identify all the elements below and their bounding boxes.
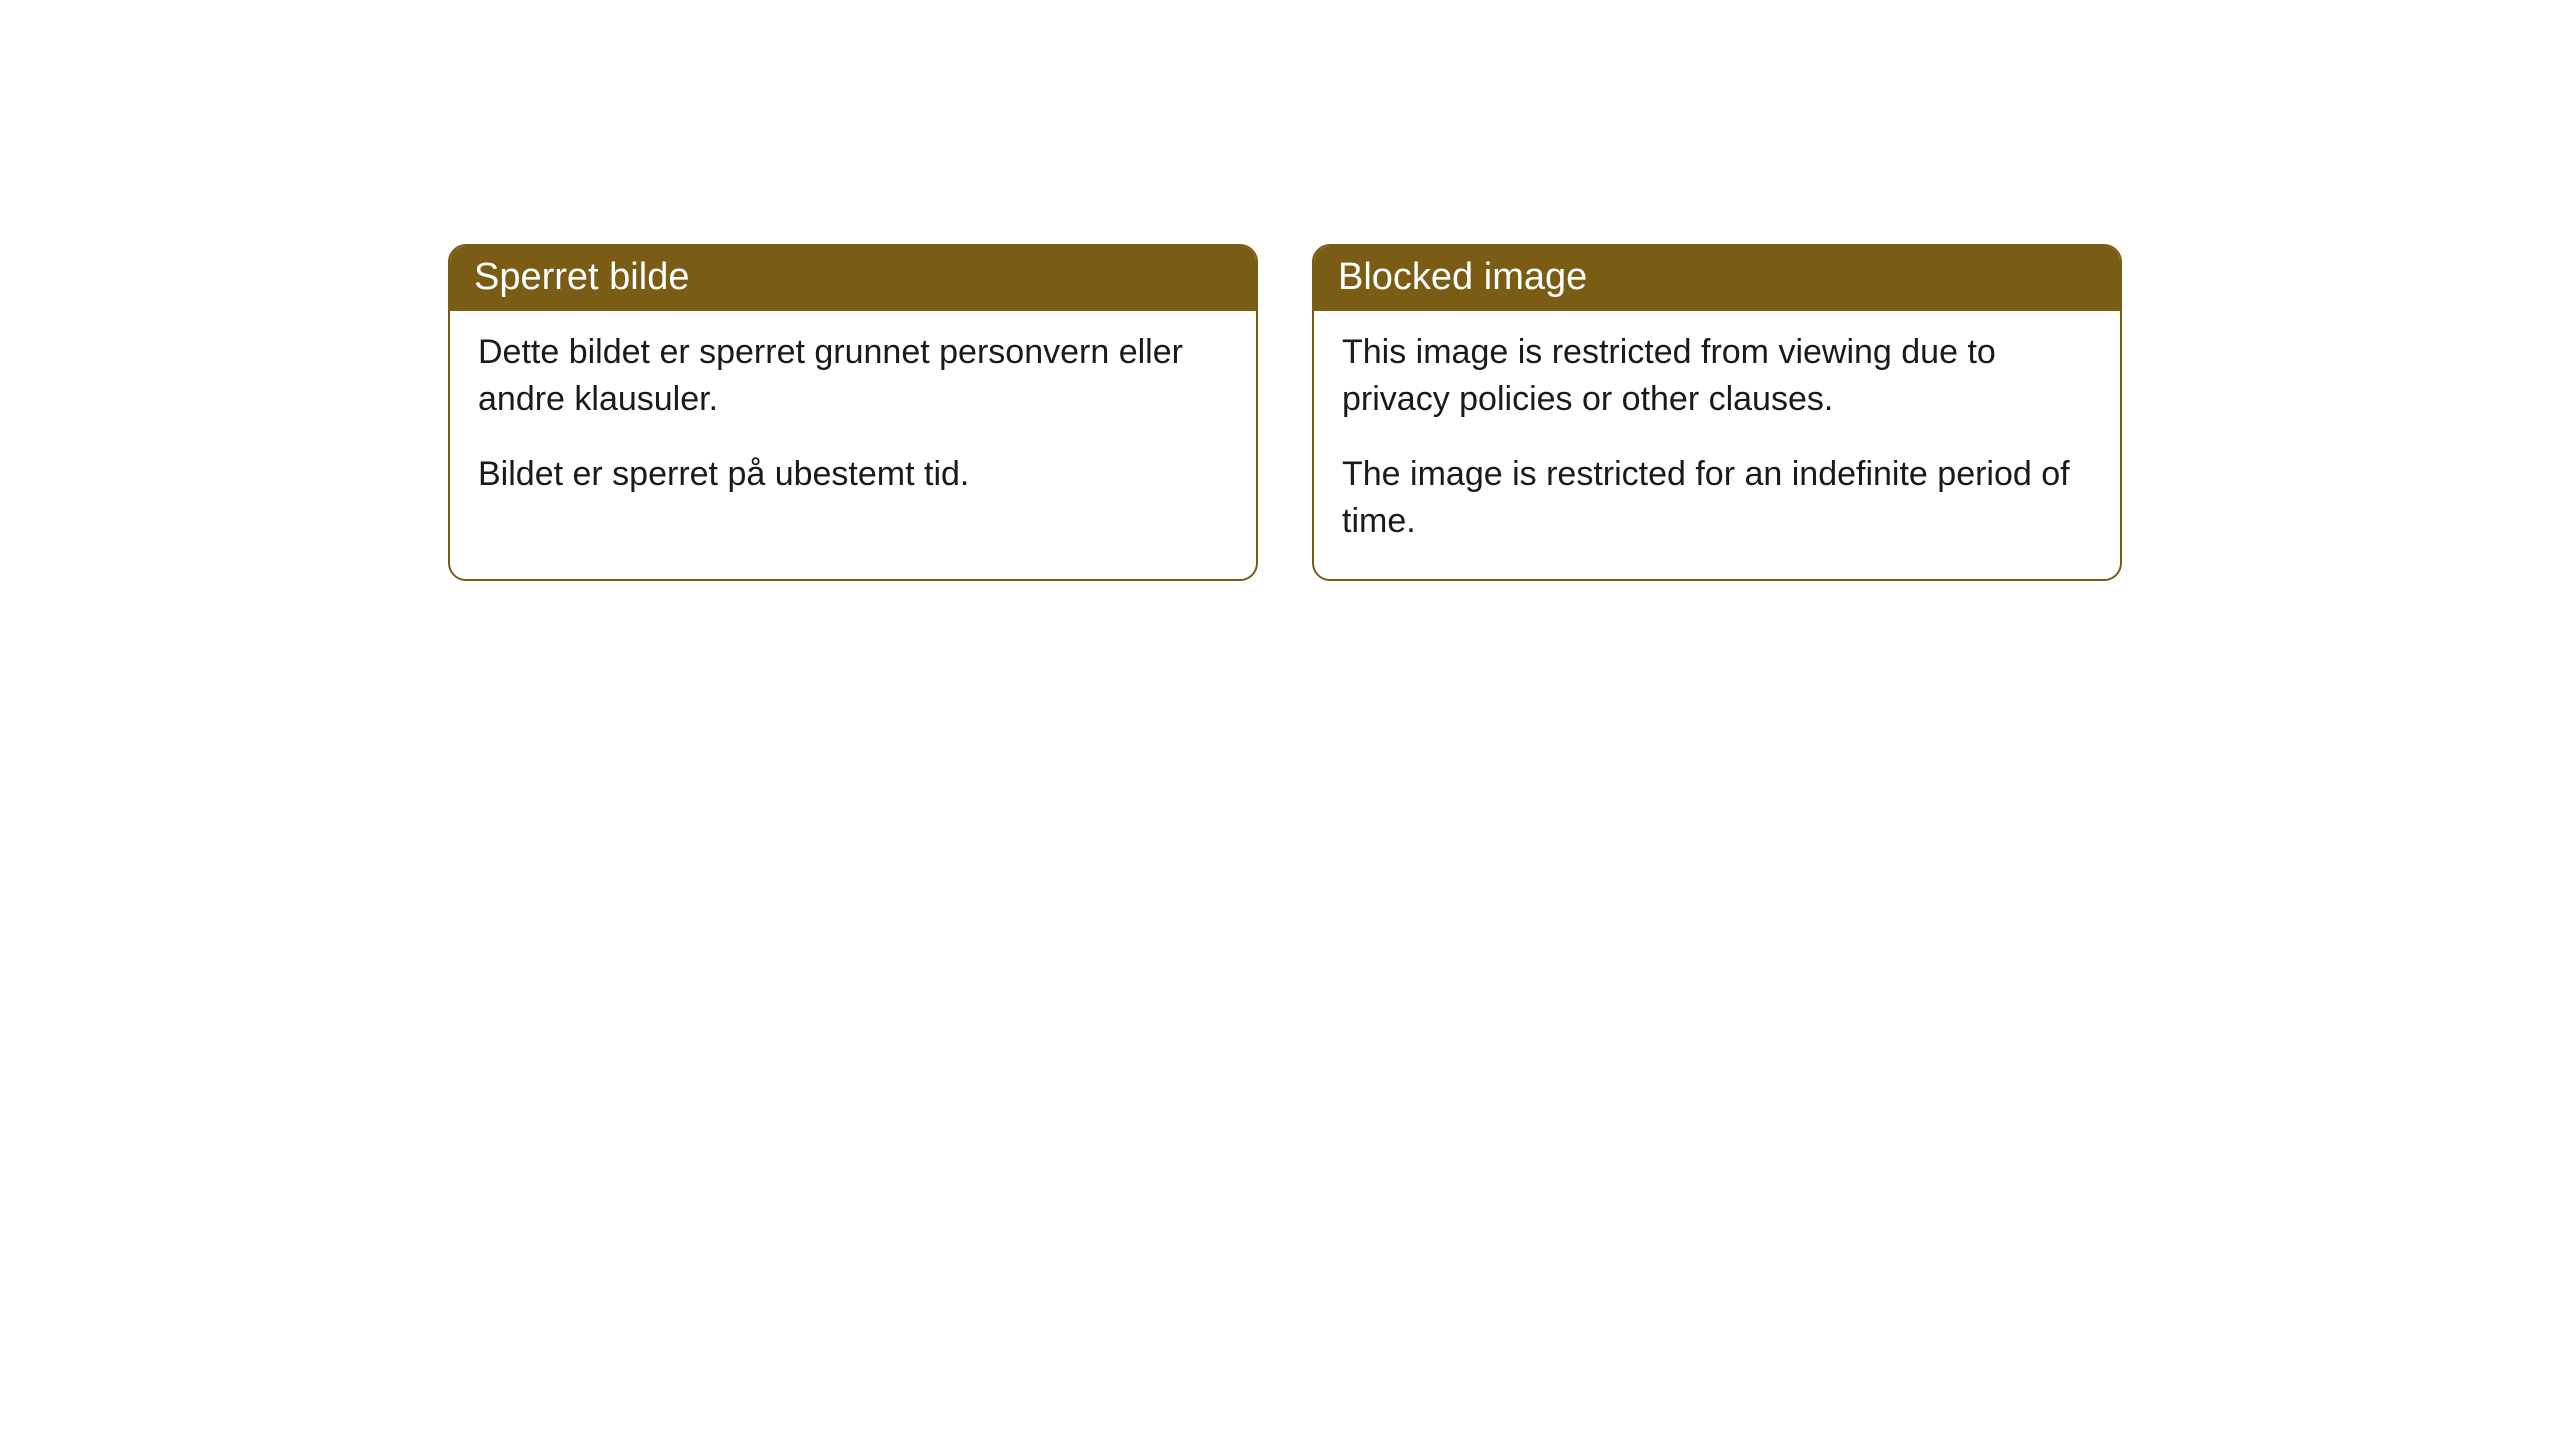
card-header: Sperret bilde [450, 246, 1256, 311]
card-body: This image is restricted from viewing du… [1314, 311, 2120, 579]
card-paragraph: The image is restricted for an indefinit… [1342, 451, 2092, 545]
notice-cards-container: Sperret bilde Dette bildet er sperret gr… [448, 244, 2122, 581]
card-paragraph: Dette bildet er sperret grunnet personve… [478, 329, 1228, 423]
notice-card-norwegian: Sperret bilde Dette bildet er sperret gr… [448, 244, 1258, 581]
card-paragraph: Bildet er sperret på ubestemt tid. [478, 451, 1228, 498]
card-header: Blocked image [1314, 246, 2120, 311]
card-paragraph: This image is restricted from viewing du… [1342, 329, 2092, 423]
notice-card-english: Blocked image This image is restricted f… [1312, 244, 2122, 581]
card-title: Sperret bilde [474, 256, 689, 298]
card-body: Dette bildet er sperret grunnet personve… [450, 311, 1256, 532]
card-title: Blocked image [1338, 256, 1587, 298]
